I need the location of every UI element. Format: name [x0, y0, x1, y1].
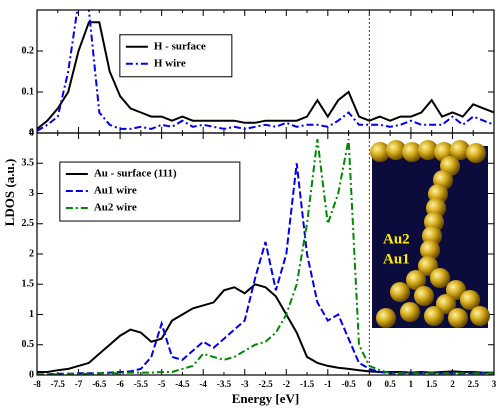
atom: [406, 270, 426, 290]
legend-label: H wire: [154, 57, 186, 69]
x-tick-label: -5: [158, 379, 166, 389]
x-tick-label: -0.5: [341, 379, 356, 389]
legend-label: Au2 wire: [94, 202, 137, 214]
data-line: [37, 10, 494, 132]
x-tick-label: -7.5: [51, 379, 66, 389]
atom: [400, 302, 420, 322]
x-tick-label: -2: [283, 379, 291, 389]
atom: [376, 308, 396, 328]
atom: [386, 140, 406, 160]
y-tick-label: 1: [29, 309, 34, 320]
x-tick-label: 1: [409, 379, 414, 389]
legend-box: [119, 34, 233, 78]
atom: [414, 286, 434, 306]
plot-frame: [36, 132, 495, 376]
y-tick-label: 0: [29, 127, 34, 138]
x-tick-label: -1.5: [300, 379, 315, 389]
data-line: [37, 138, 494, 375]
atom: [402, 142, 422, 162]
x-tick-label: -6.5: [92, 379, 107, 389]
y-tick-label: 2.5: [22, 218, 35, 229]
x-tick-label: 2.5: [468, 379, 480, 389]
legend-label: Au - surface (111): [94, 168, 177, 180]
x-tick-label: -2.5: [258, 379, 273, 389]
y-axis-title: LDOS (a.u.): [2, 159, 17, 227]
atom: [460, 290, 480, 310]
x-axis-title: Energy [eV]: [232, 391, 300, 406]
x-tick-label: -4: [199, 379, 207, 389]
x-tick-label: -3.5: [217, 379, 232, 389]
y-tick-label: 0.2: [22, 45, 35, 56]
x-tick-label: 3: [492, 379, 497, 389]
x-tick-label: 1.5: [426, 379, 438, 389]
x-tick-label: -4.5: [175, 379, 190, 389]
atom: [466, 143, 486, 163]
x-tick-label: -5.5: [134, 379, 149, 389]
x-tick-label: -1: [324, 379, 332, 389]
x-tick-label: 0.5: [385, 379, 397, 389]
atom: [446, 280, 466, 300]
legend-label: Au1 wire: [94, 185, 137, 197]
inset-label: Au2: [383, 231, 410, 247]
y-tick-label: 4: [29, 127, 34, 138]
x-tick-label: 2: [450, 379, 455, 389]
x-tick-label: -8: [33, 379, 41, 389]
data-line: [37, 21, 494, 130]
x-tick-label: -6: [116, 379, 124, 389]
y-tick-label: 3: [29, 188, 34, 199]
x-tick-label: -7: [75, 379, 83, 389]
atom: [420, 240, 440, 260]
atom: [418, 140, 438, 160]
y-tick-label: 0: [29, 369, 34, 380]
atom: [430, 268, 450, 288]
atom: [470, 306, 490, 326]
atom: [370, 142, 390, 162]
legend-label: H - surface: [154, 40, 206, 52]
inset-label: Au1: [383, 251, 410, 267]
y-tick-label: 2: [29, 248, 34, 259]
x-tick-label: -3: [241, 379, 249, 389]
atom: [448, 308, 468, 328]
legend-box: [59, 161, 241, 222]
y-tick-label: 0.1: [22, 86, 35, 97]
y-tick-label: 1.5: [22, 279, 35, 290]
y-tick-label: 3.5: [22, 158, 35, 169]
atom: [450, 140, 470, 160]
atom: [424, 306, 444, 326]
x-tick-label: 0: [367, 379, 372, 389]
y-tick-label: 0.5: [22, 339, 35, 350]
atom: [390, 282, 410, 302]
plot-frame: [36, 9, 495, 134]
